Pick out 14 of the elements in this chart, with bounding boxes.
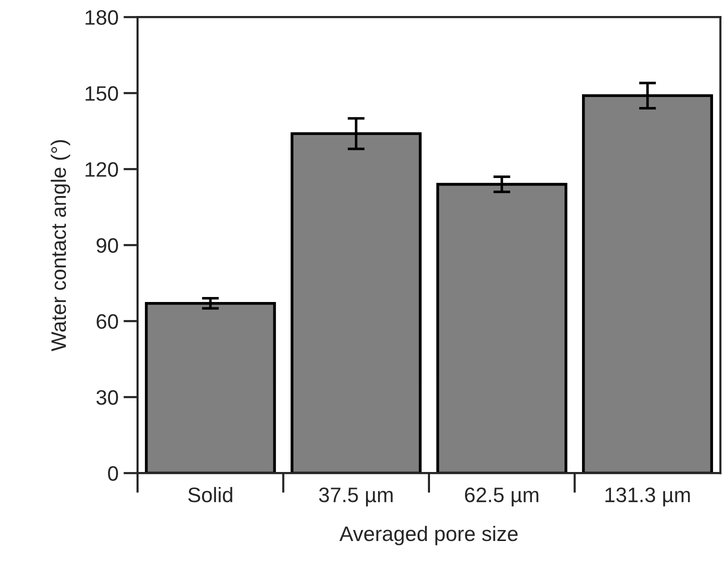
x-tick-label: 62.5 µm: [465, 488, 538, 506]
bar: [144, 302, 276, 474]
x-axis-title: Averaged pore size: [339, 526, 518, 546]
y-tick-label: 120: [86, 162, 118, 177]
x-tick-label: Solid: [188, 486, 232, 502]
y-axis-title: Water contact angle (°): [50, 140, 70, 352]
y-tick-label: 60: [96, 314, 118, 329]
x-tick-label: 131.3 µm: [605, 488, 690, 506]
x-tick-label: 37.5 µm: [319, 488, 393, 506]
y-tick-label: 0: [108, 466, 118, 481]
y-tick-label: 30: [96, 390, 118, 405]
y-tick-label: 90: [96, 238, 118, 253]
y-tick-label: 180: [86, 10, 118, 25]
y-tick-label: 150: [86, 86, 118, 101]
